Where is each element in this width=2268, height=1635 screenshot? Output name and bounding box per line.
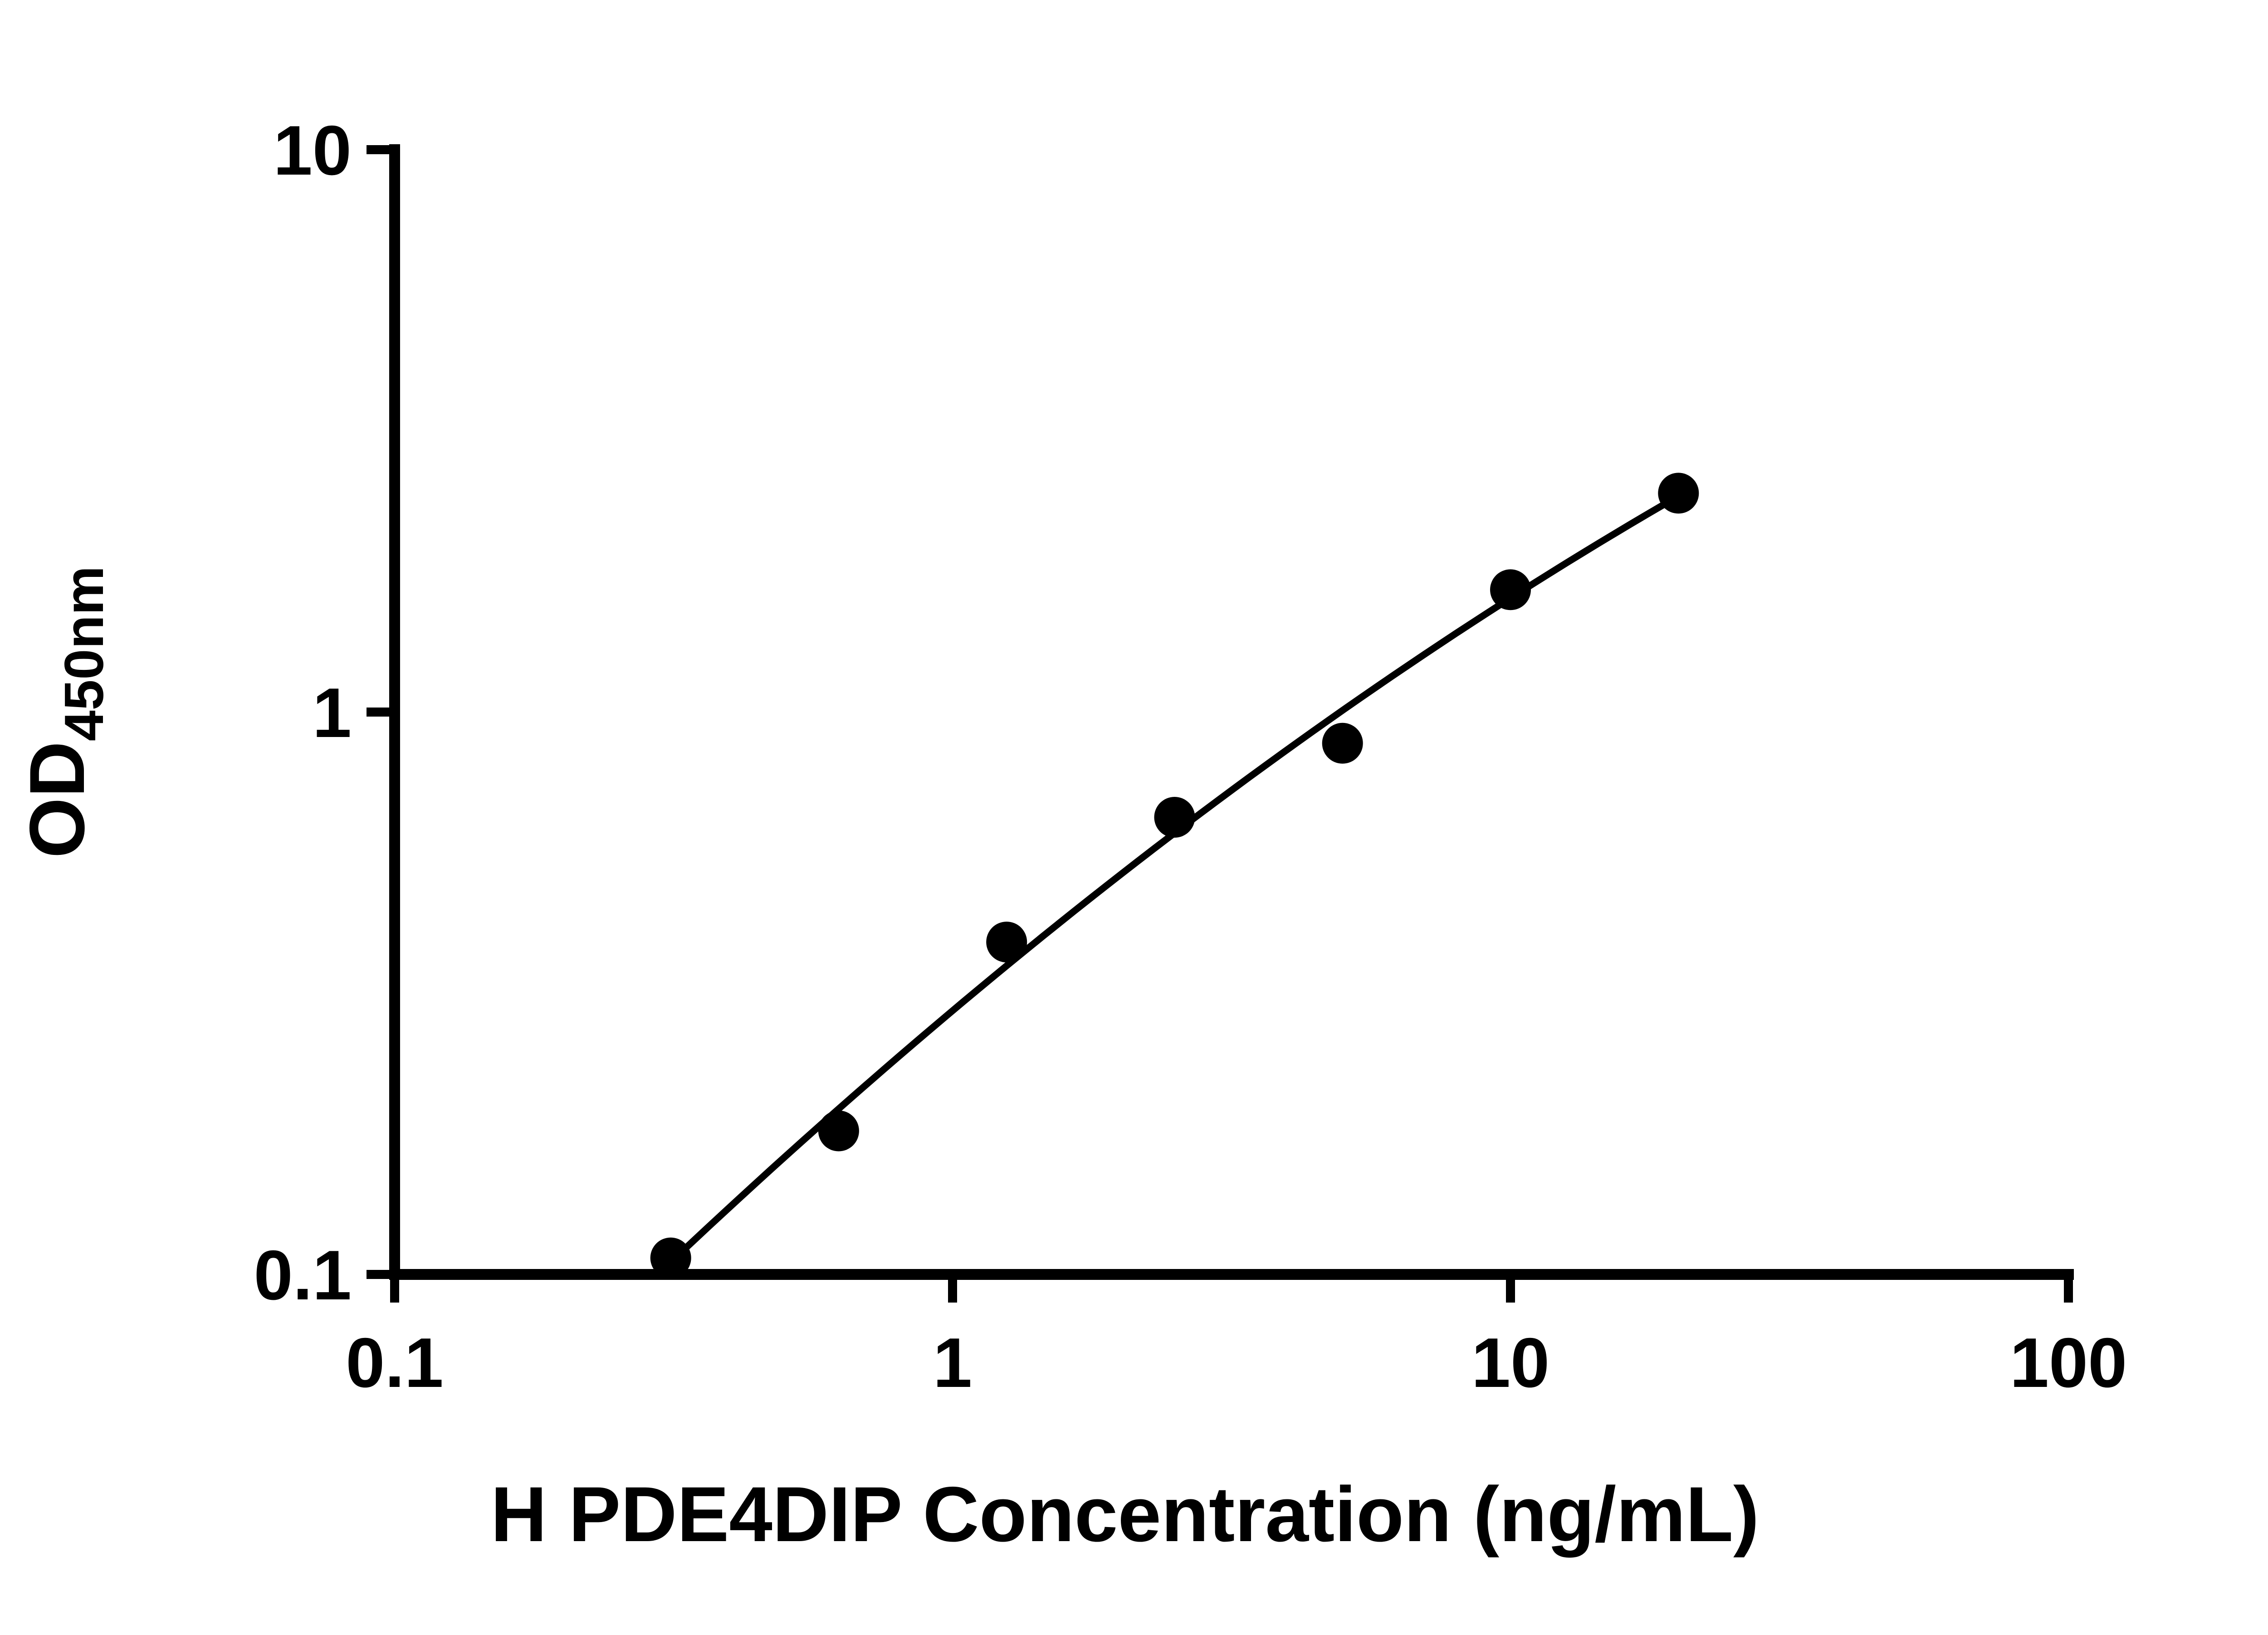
data-point <box>986 922 1027 963</box>
x-tick-label: 0.1 <box>346 1323 443 1402</box>
data-point <box>818 1110 859 1152</box>
x-axis-title: H PDE4DIP Concentration (ng/mL) <box>491 1471 1760 1558</box>
y-tick-label: 10 <box>274 111 352 190</box>
data-point <box>650 1237 691 1279</box>
fit-line <box>658 493 1681 1274</box>
x-tick-label: 1 <box>933 1323 972 1402</box>
y-axis-title-subscript: 450nm <box>53 566 115 742</box>
y-axis-title-main: OD <box>14 741 101 858</box>
data-point <box>1490 569 1531 610</box>
x-tick-label: 10 <box>1471 1323 1549 1402</box>
y-tick-label: 0.1 <box>254 1236 352 1314</box>
y-tick-label: 1 <box>313 674 352 752</box>
data-point <box>1322 722 1363 764</box>
data-point <box>1154 797 1195 838</box>
axes-lines <box>389 144 2074 1280</box>
x-tick-label: 100 <box>2010 1323 2127 1402</box>
y-axis-title: OD450nm <box>14 566 115 859</box>
data-point <box>1658 473 1699 514</box>
